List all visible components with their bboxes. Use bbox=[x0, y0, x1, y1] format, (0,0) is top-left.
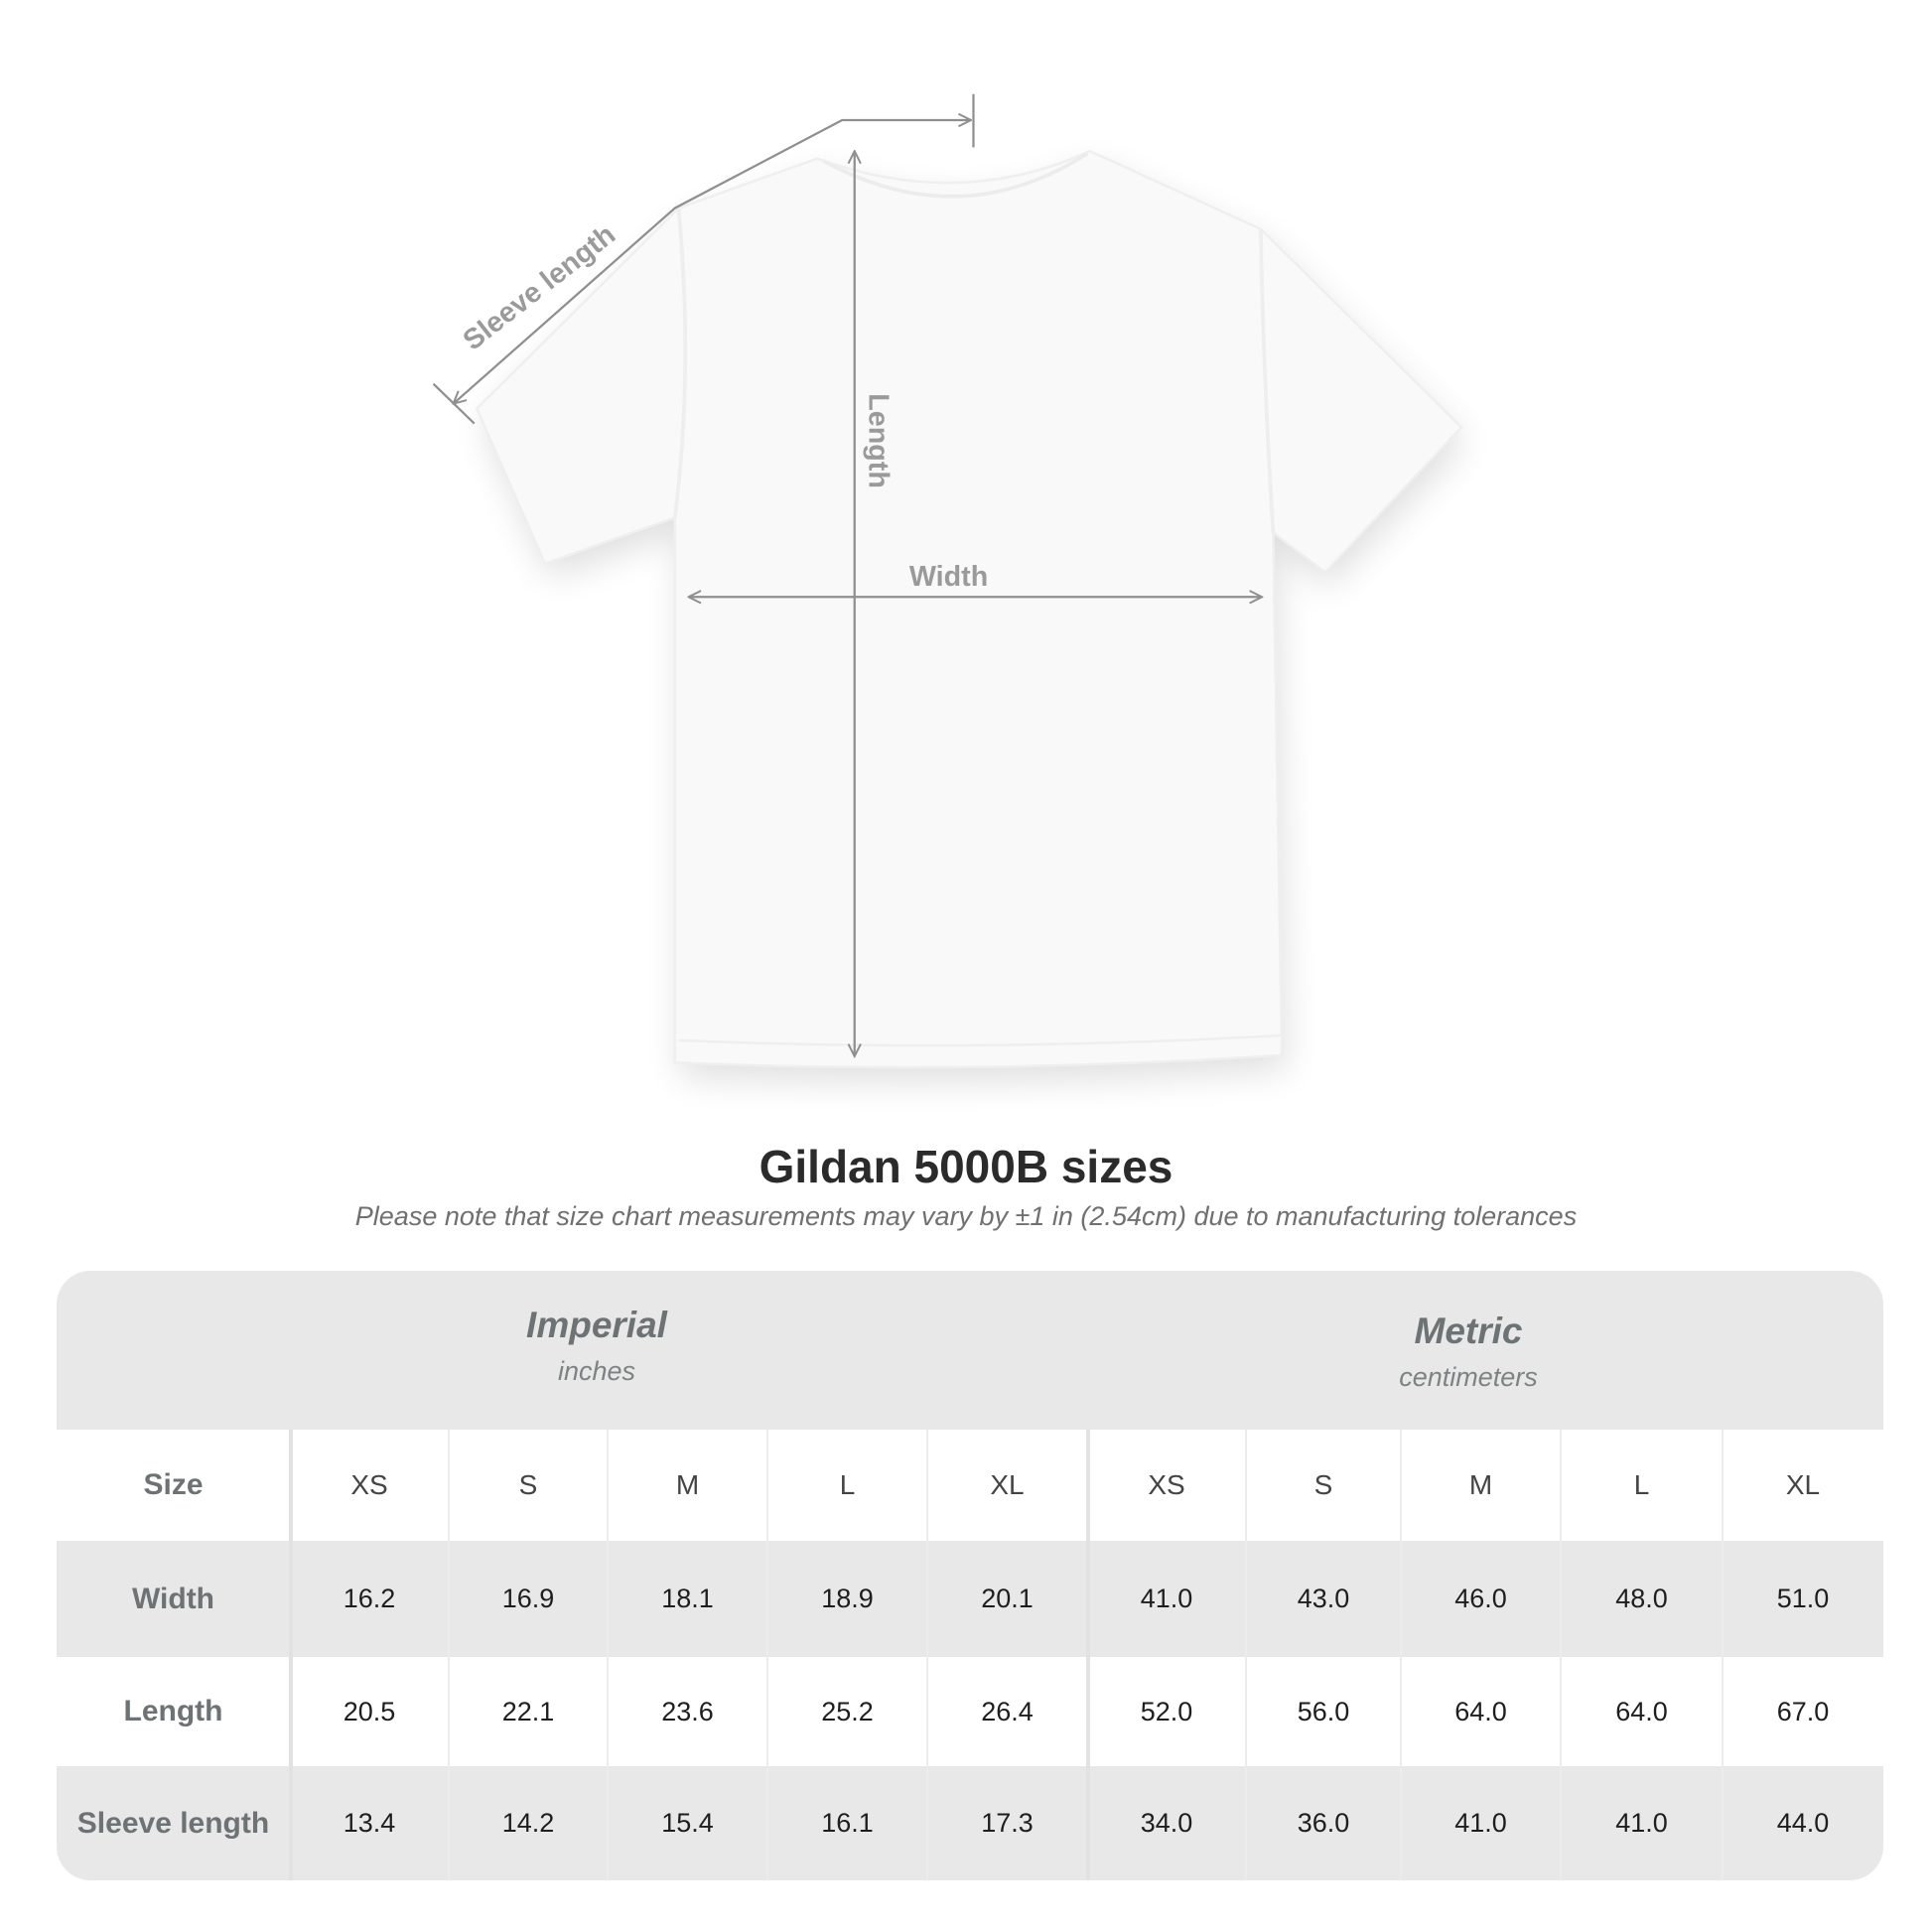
table-cell: 16.2 bbox=[343, 1584, 396, 1613]
table-cell: 52.0 bbox=[1140, 1696, 1193, 1726]
row-band-width bbox=[57, 1541, 1883, 1657]
tolerance-note: Please note that size chart measurements… bbox=[354, 1201, 1578, 1231]
size-header-xl: XL bbox=[1785, 1469, 1821, 1500]
size-header-s: S bbox=[518, 1469, 538, 1500]
tshirt-shape bbox=[475, 149, 1466, 1083]
column-divider bbox=[1400, 1430, 1402, 1880]
size-header-label: Size bbox=[143, 1468, 204, 1501]
column-divider bbox=[448, 1430, 450, 1880]
size-header-m: M bbox=[675, 1469, 700, 1500]
table-cell: 26.4 bbox=[981, 1696, 1034, 1726]
table-cell: 16.1 bbox=[821, 1808, 874, 1838]
table-cell: 44.0 bbox=[1776, 1808, 1830, 1838]
row-label: Length bbox=[123, 1695, 223, 1727]
row-band-sleeve bbox=[57, 1766, 1883, 1880]
size-header-l: L bbox=[1633, 1469, 1650, 1500]
table-cell: 14.2 bbox=[501, 1808, 555, 1838]
row-label: Width bbox=[131, 1582, 215, 1615]
table-cell: 20.5 bbox=[343, 1696, 396, 1726]
size-header-xs: XS bbox=[350, 1469, 388, 1500]
column-divider bbox=[1560, 1430, 1562, 1880]
table-cell: 41.0 bbox=[1140, 1584, 1193, 1613]
size-header-s: S bbox=[1313, 1469, 1333, 1500]
table-cell: 17.3 bbox=[981, 1808, 1034, 1838]
column-divider bbox=[1245, 1430, 1247, 1880]
table-cell: 36.0 bbox=[1297, 1808, 1350, 1838]
unit-header-band bbox=[57, 1271, 1883, 1430]
metric-unit: centimeters bbox=[1399, 1362, 1538, 1392]
size-chart-table: Imperial inches Metric centimeters Size X… bbox=[57, 1271, 1883, 1880]
size-header-xs: XS bbox=[1148, 1469, 1185, 1500]
column-divider bbox=[289, 1430, 293, 1880]
table-cell: 34.0 bbox=[1140, 1808, 1193, 1838]
size-header-m: M bbox=[1468, 1469, 1493, 1500]
length-label: Length bbox=[863, 393, 895, 488]
table-cell: 25.2 bbox=[821, 1696, 874, 1726]
table-cell: 67.0 bbox=[1776, 1696, 1830, 1726]
column-divider bbox=[766, 1430, 768, 1880]
imperial-title: Imperial bbox=[526, 1305, 667, 1345]
table-cell: 48.0 bbox=[1615, 1584, 1668, 1613]
page-title: Gildan 5000B sizes bbox=[759, 1141, 1173, 1192]
table-cell: 51.0 bbox=[1776, 1584, 1830, 1613]
imperial-unit: inches bbox=[557, 1356, 636, 1386]
table-cell: 13.4 bbox=[343, 1808, 396, 1838]
table-cell: 15.4 bbox=[661, 1808, 714, 1838]
table-cell: 16.9 bbox=[501, 1584, 555, 1613]
metric-title: Metric bbox=[1414, 1311, 1523, 1351]
column-divider bbox=[607, 1430, 609, 1880]
column-divider bbox=[1086, 1430, 1090, 1880]
metric-header: Metric centimeters bbox=[1171, 1311, 1766, 1393]
table-cell: 20.1 bbox=[981, 1584, 1034, 1613]
imperial-header: Imperial inches bbox=[299, 1305, 895, 1387]
table-cell: 56.0 bbox=[1297, 1696, 1350, 1726]
table-cell: 41.0 bbox=[1454, 1808, 1507, 1838]
table-cell: 41.0 bbox=[1615, 1808, 1668, 1838]
table-cell: 23.6 bbox=[661, 1696, 714, 1726]
column-divider bbox=[926, 1430, 928, 1880]
sleeve-length-arrow bbox=[432, 93, 975, 425]
width-label: Width bbox=[909, 561, 988, 593]
size-header-l: L bbox=[839, 1469, 856, 1500]
table-cell: 18.1 bbox=[661, 1584, 714, 1613]
table-cell: 46.0 bbox=[1454, 1584, 1507, 1613]
table-cell: 64.0 bbox=[1454, 1696, 1507, 1726]
table-cell: 64.0 bbox=[1615, 1696, 1668, 1726]
table-cell: 43.0 bbox=[1297, 1584, 1350, 1613]
table-cell: 18.9 bbox=[821, 1584, 874, 1613]
column-divider bbox=[1722, 1430, 1724, 1880]
row-label: Sleeve length bbox=[76, 1806, 270, 1840]
table-cell: 22.1 bbox=[501, 1696, 555, 1726]
size-header-xl: XL bbox=[990, 1469, 1025, 1500]
